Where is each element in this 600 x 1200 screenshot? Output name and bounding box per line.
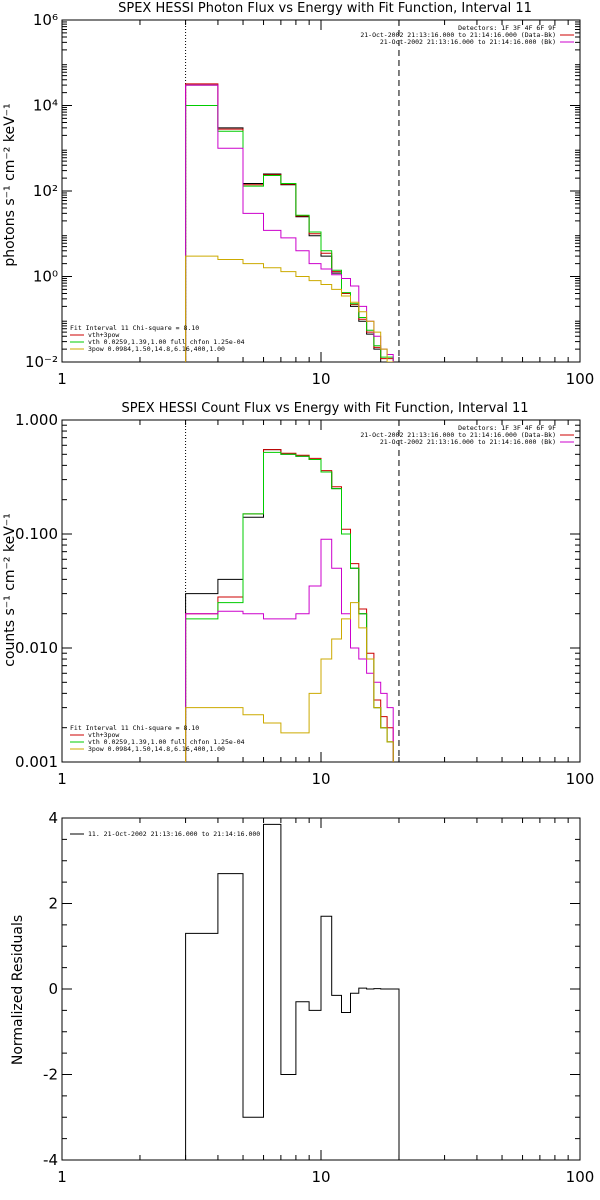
y-tick-label: 0.001 (15, 753, 58, 771)
series-step-4 (185, 255, 394, 362)
plot-area (185, 420, 400, 762)
series-step-4 (185, 602, 394, 762)
count-flux-y-label: counts s⁻¹ cm⁻² keV⁻¹ (2, 513, 18, 667)
x-tick-label: 100 (566, 1168, 595, 1186)
x-tick-label: 10 (311, 370, 330, 388)
series-step-0 (185, 84, 394, 362)
legend-bottom-left-text: Fit Interval 11 Chi-square = 8.10 (70, 724, 199, 732)
series-step-2 (185, 451, 394, 762)
legend-text: 11. 21-Oct-2002 21:13:16.000 to 21:14:16… (88, 830, 260, 838)
photon-flux-title: SPEX HESSI Photon Flux vs Energy with Fi… (118, 1, 532, 16)
legend-bottom-left-text: vth+3pow (88, 331, 119, 339)
y-tick-label: 10⁴ (33, 97, 58, 115)
y-tick-label: 10⁶ (33, 11, 58, 29)
series-step-3 (185, 538, 394, 762)
y-tick-label: 1.000 (15, 411, 58, 429)
y-tick-label: -2 (43, 1066, 58, 1084)
legend-top-right-text: Detectors: 1F 3F 4F 6F 9F (458, 24, 556, 32)
count-flux-title: SPEX HESSI Count Flux vs Energy with Fit… (121, 401, 528, 416)
residuals-panel: Normalized Residuals 1 10 100 -4 -2 0 2 4 11. 21… (10, 809, 594, 1186)
legend-bottom-left-text: Fit Interval 11 Chi-square = 8.10 (70, 324, 199, 332)
x-tick-label: 1 (57, 370, 67, 388)
legend-top-right-text: 21-Oct-2002 21:13:16.000 to 21:14:16.000… (360, 31, 556, 39)
plot-frame (61, 19, 581, 363)
legend-bottom-left-text: vth+3pow (88, 731, 119, 739)
x-tick-label: 10 (311, 1168, 330, 1186)
count-flux-panel: SPEX HESSI Count Flux vs Energy with Fit… (2, 401, 594, 788)
x-tick-label: 100 (566, 770, 595, 788)
plot-area (185, 20, 400, 362)
y-tick-label: 10⁻² (25, 353, 58, 371)
y-tick-label: 0.010 (15, 639, 58, 657)
x-tick-label: 1 (57, 1168, 67, 1186)
y-tick-label: 0 (48, 980, 58, 998)
x-tick-label: 10 (311, 770, 330, 788)
y-tick-label: 2 (48, 895, 58, 913)
series-step-0 (185, 449, 394, 762)
legend-bottom-left-text: vth 0.0259,1.39,1.00 full chfon 1.25e-04 (88, 738, 245, 746)
series-step-3 (185, 84, 394, 362)
y-tick-label: 4 (48, 809, 58, 827)
y-tick-label: -4 (43, 1151, 58, 1169)
series-step-1 (185, 449, 394, 762)
y-tick-label: 0.100 (15, 525, 58, 543)
legend-top-right-text: 21-Oct-2002 21:13:16.000 to 21:14:16.000… (380, 38, 556, 46)
series-step-1 (185, 83, 394, 362)
y-tick-label: 10² (33, 182, 58, 200)
legend-bottom-left-text: 3pow 0.0984,1.50,14.8,6.16,400,1.00 (88, 745, 225, 753)
series-step-2 (185, 105, 394, 362)
legend-top-right-text: 21-Oct-2002 21:13:16.000 to 21:14:16.000… (360, 431, 556, 439)
plot-area (185, 823, 400, 1160)
photon-flux-y-label: photons s⁻¹ cm⁻² keV⁻¹ (2, 103, 18, 266)
legend-top-right-text: Detectors: 1F 3F 4F 6F 9F (458, 424, 556, 432)
legend-bottom-left-text: vth 0.0259,1.39,1.00 full chfon 1.25e-04 (88, 338, 245, 346)
y-tick-label: 10⁰ (33, 268, 58, 286)
legend-bottom-left-text: 3pow 0.0984,1.50,14.8,6.16,400,1.00 (88, 345, 225, 353)
x-tick-label: 1 (57, 770, 67, 788)
residuals-y-label: Normalized Residuals (10, 915, 26, 1065)
legend-top-right-text: 21-Oct-2002 21:13:16.000 to 21:14:16.000… (380, 438, 556, 446)
series-step-0 (185, 823, 400, 1160)
photon-flux-panel: SPEX HESSI Photon Flux vs Energy with Fi… (2, 1, 594, 388)
x-tick-label: 100 (566, 370, 595, 388)
